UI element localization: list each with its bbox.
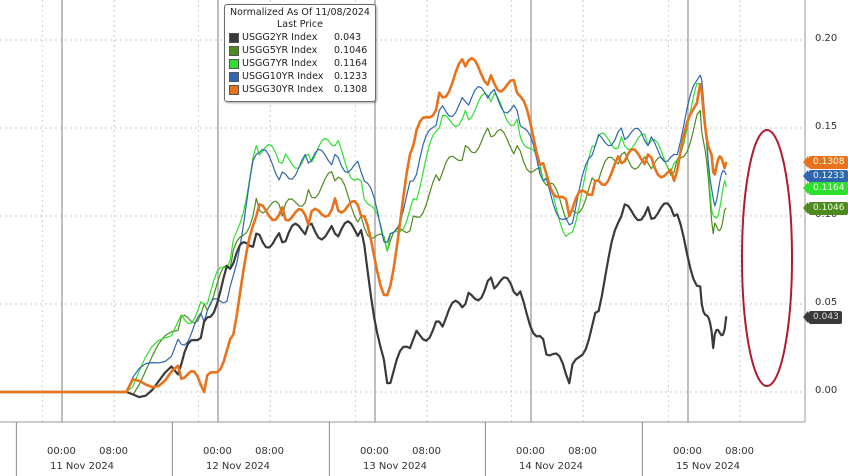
x-date-label: 15 Nov 2024 <box>676 461 741 472</box>
series-line-usgg7yr <box>0 82 727 393</box>
legend-label: USGG7YR Index <box>242 58 318 69</box>
x-axis-day-dividers <box>15 422 643 476</box>
x-tick-label-0000: 00:00 <box>673 446 702 457</box>
legend-label: USGG5YR Index <box>242 45 318 56</box>
legend-item-5yr[interactable]: USGG5YR Index 0.1046 <box>229 44 371 57</box>
legend-label: USGG30YR Index <box>242 84 324 95</box>
x-tick-label-0800: 08:00 <box>255 446 284 457</box>
x-tick-label-0800: 08:00 <box>568 446 597 457</box>
last-value-tag: 0.1308 <box>803 156 848 169</box>
legend-item-30yr[interactable]: USGG30YR Index 0.1308 <box>229 83 371 96</box>
y-tick-label: 0.05 <box>815 297 838 308</box>
legend-swatch-10yr <box>229 71 239 82</box>
series-line-usgg10yr <box>0 74 727 393</box>
legend-label: USGG10YR Index <box>242 71 324 82</box>
y-tick-label: 0.15 <box>815 121 838 132</box>
legend-swatch-5yr <box>229 45 239 56</box>
x-tick-label-0800: 08:00 <box>725 446 754 457</box>
legend-swatch-30yr <box>229 84 239 95</box>
x-tick-label-0000: 00:00 <box>516 446 545 457</box>
x-tick-label-0800: 08:00 <box>412 446 441 457</box>
y-tick-label: 0.20 <box>815 33 838 44</box>
series-line-usgg30yr <box>0 56 728 394</box>
legend-subtitle: Last Price <box>277 19 323 30</box>
last-value-tag: 0.1164 <box>803 182 848 195</box>
legend-value: 0.1308 <box>334 84 368 95</box>
legend-item-7yr[interactable]: USGG7YR Index 0.1164 <box>229 57 371 70</box>
legend-value: 0.1046 <box>334 45 368 56</box>
x-tick-label-0000: 00:00 <box>360 446 389 457</box>
legend: Normalized As Of 11/08/2024 Last Price U… <box>224 4 376 102</box>
legend-label: USGG2YR Index <box>242 32 318 43</box>
y-tick-label: 0.00 <box>815 385 838 396</box>
x-tick-label-0000: 00:00 <box>203 446 232 457</box>
series-lines <box>0 56 728 399</box>
legend-swatch-7yr <box>229 58 239 69</box>
last-value-tag: 0.1046 <box>803 202 848 215</box>
legend-value: 0.1233 <box>334 71 368 82</box>
legend-value: 0.1164 <box>334 58 368 69</box>
x-date-label: 14 Nov 2024 <box>519 461 584 472</box>
x-date-label: 13 Nov 2024 <box>363 461 428 472</box>
legend-item-2yr[interactable]: USGG2YR Index 0.043 <box>229 31 371 44</box>
x-tick-label-0800: 08:00 <box>99 446 128 457</box>
last-value-tag: 0.043 <box>803 311 842 324</box>
legend-title: Normalized As Of 11/08/2024 <box>230 7 370 18</box>
x-date-label: 12 Nov 2024 <box>206 461 271 472</box>
series-line-usgg5yr <box>0 109 727 396</box>
x-date-label: 11 Nov 2024 <box>50 461 115 472</box>
x-tick-label-0000: 00:00 <box>47 446 76 457</box>
last-value-tag: 0.1233 <box>803 170 848 183</box>
legend-swatch-2yr <box>229 32 239 43</box>
highlight-ellipse <box>741 129 793 387</box>
series-line-usgg2yr <box>0 202 728 399</box>
legend-value: 0.043 <box>334 32 362 43</box>
legend-item-10yr[interactable]: USGG10YR Index 0.1233 <box>229 70 371 83</box>
